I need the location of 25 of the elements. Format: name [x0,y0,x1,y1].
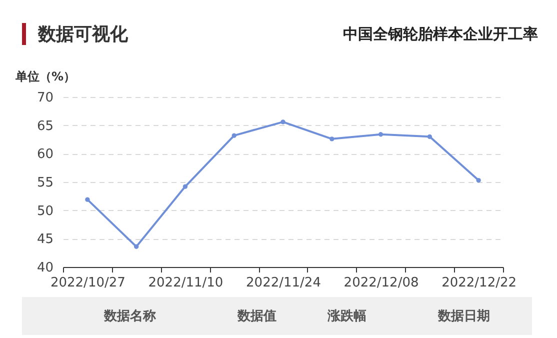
y-tick-label: 50 [36,204,54,219]
x-tick-label: 2022/11/10 [148,276,224,290]
y-axis-title: 单位（%） [14,70,76,84]
point [232,133,236,138]
point [280,120,286,124]
point [427,134,432,140]
point [182,184,188,189]
y-tick-label: 65 [36,118,54,134]
x-tick-label: 2022/11/24 [246,276,321,290]
y-tick-label: 40 [36,260,54,276]
point [134,244,139,249]
y-tick-label: 45 [36,232,54,248]
x-tick-label: 2022/10/27 [50,276,126,290]
table-header: 数据名称 数据值 涨跌幅 数据日期 [22,297,532,335]
y-tick-label: 60 [36,147,54,162]
point [476,178,481,183]
y-tick-label: 55 [36,176,54,190]
chart-subtitle: 中国全钢轮胎样本企业开工率 [343,25,538,44]
x-tick-label: 2022/12/08 [344,276,419,290]
y-tick-label: 70 [36,90,54,106]
chart-title: 数据可视化 [38,23,128,46]
point [85,197,90,202]
x-tick-label: 2022/12/22 [442,276,517,290]
point [378,132,384,137]
point [330,136,334,142]
